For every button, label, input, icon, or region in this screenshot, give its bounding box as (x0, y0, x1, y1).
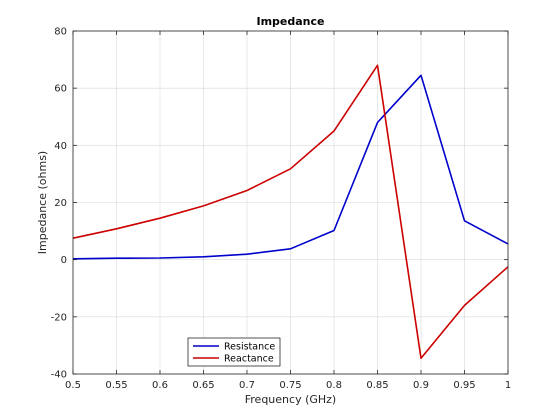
y-tick-label: -20 (51, 312, 67, 323)
series-line-reactance (72, 64, 509, 360)
legend-label-reactance: Reactance (224, 353, 274, 364)
legend-label-resistance: Resistance (224, 341, 275, 352)
x-tick-label: 0.8 (326, 380, 342, 391)
y-axis-label: Impedance (ohms) (36, 151, 49, 254)
tick-labels: 0.5 0.55 0.6 0.65 0.7 0.75 0.8 0.85 0.9 0.95 1 -40 -… (51, 27, 512, 392)
x-tick-label: 0.75 (279, 380, 301, 391)
legend-box (187, 337, 281, 367)
x-tick-label: 0.95 (453, 380, 475, 391)
series-line-resistance (72, 74, 509, 260)
y-tick-label: 80 (54, 27, 67, 38)
series-layer (72, 64, 509, 360)
x-tick-label: 0.55 (105, 380, 127, 391)
x-tick-label: 0.65 (192, 380, 214, 391)
y-tick-label: 40 (54, 141, 67, 152)
y-tick-label: 0 (61, 255, 67, 266)
y-tick-label: 20 (54, 198, 67, 209)
axis-ticks (72, 30, 509, 375)
x-tick-label: 0.6 (152, 380, 168, 391)
x-tick-label: 0.5 (65, 380, 81, 391)
x-tick-label: 1 (505, 380, 511, 391)
chart-title: Impedance (257, 15, 325, 28)
y-tick-label: 60 (54, 84, 67, 95)
x-axis-label: Frequency (GHz) (245, 393, 336, 406)
x-tick-label: 0.85 (366, 380, 388, 391)
x-tick-label: 0.9 (413, 380, 429, 391)
y-tick-label: -40 (51, 370, 67, 381)
x-tick-label: 0.7 (239, 380, 255, 391)
